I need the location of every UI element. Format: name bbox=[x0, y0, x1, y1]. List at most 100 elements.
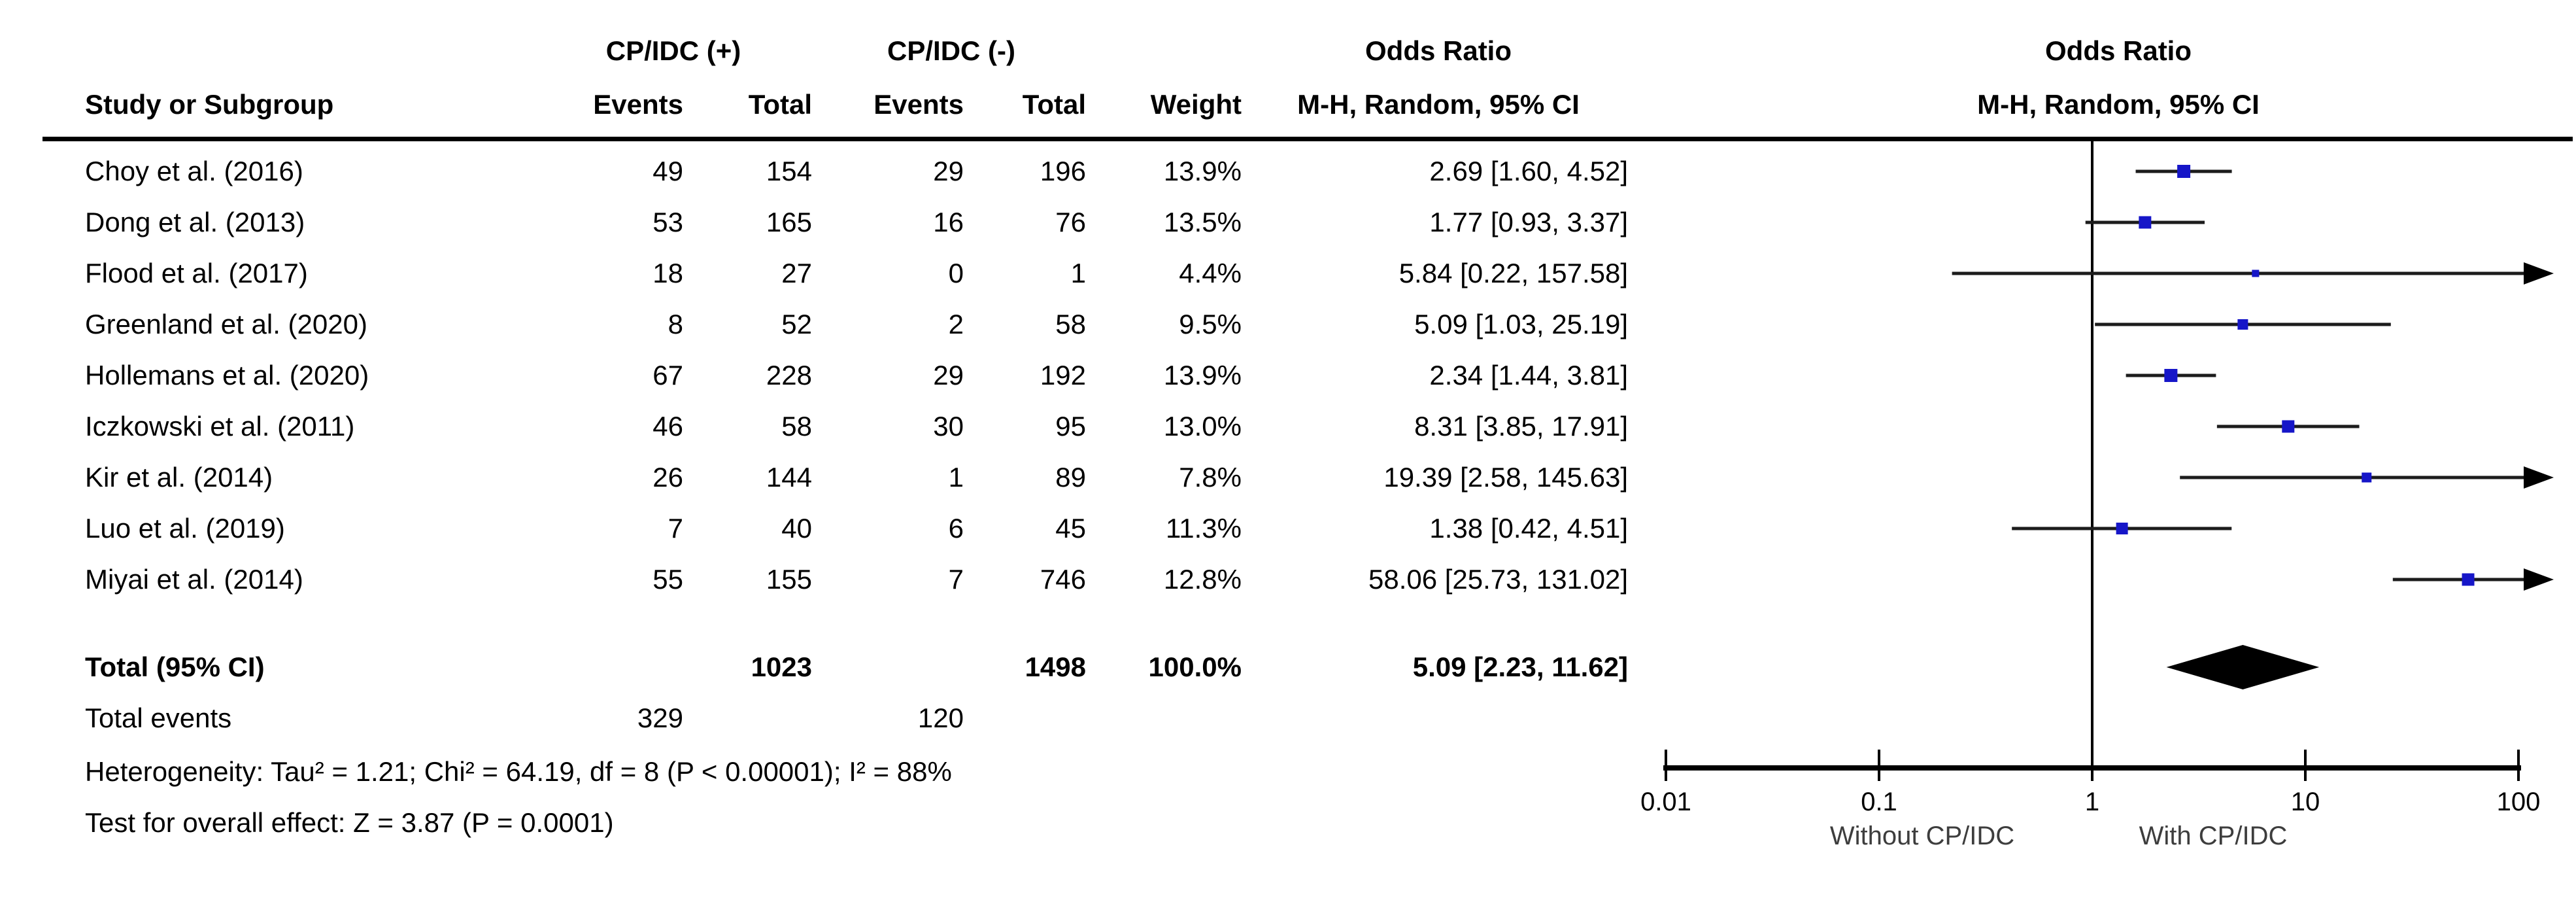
study-name: Iczkowski et al. (2011) bbox=[85, 411, 355, 442]
study-name: Hollemans et al. (2020) bbox=[85, 360, 369, 390]
effect-square bbox=[2237, 319, 2248, 330]
summary-diamond bbox=[2166, 645, 2320, 689]
events-positive: 26 bbox=[652, 462, 683, 493]
total-label: Total (95% CI) bbox=[85, 651, 265, 682]
overall-effect-text: Test for overall effect: Z = 3.87 (P = 0… bbox=[85, 807, 614, 838]
weight-value: 13.0% bbox=[1163, 411, 1242, 442]
total-positive: 155 bbox=[766, 564, 812, 595]
total-positive-sum: 1023 bbox=[751, 651, 812, 682]
weight-value: 11.3% bbox=[1166, 513, 1242, 544]
or-ci-text: 2.69 [1.60, 4.52] bbox=[1429, 156, 1628, 186]
weight-value: 13.9% bbox=[1163, 360, 1242, 390]
effect-square bbox=[2462, 573, 2475, 586]
group-positive-header: CP/IDC (+) bbox=[605, 35, 741, 66]
odds-ratio-plot-method-header: M-H, Random, 95% CI bbox=[1977, 89, 2260, 120]
total-positive: 40 bbox=[781, 513, 812, 544]
total-negative: 192 bbox=[1040, 360, 1086, 390]
or-ci-text: 58.06 [25.73, 131.02] bbox=[1368, 564, 1628, 595]
total-negative: 1 bbox=[1070, 258, 1086, 288]
or-ci-text: 8.31 [3.85, 17.91] bbox=[1414, 411, 1628, 442]
study-name: Miyai et al. (2014) bbox=[85, 564, 303, 595]
total-positive-header: Total bbox=[748, 89, 812, 120]
events-negative: 1 bbox=[948, 462, 964, 493]
effect-square bbox=[2362, 472, 2372, 483]
total-events-positive: 329 bbox=[637, 703, 683, 733]
events-positive: 8 bbox=[668, 309, 683, 339]
events-positive: 53 bbox=[652, 207, 683, 237]
study-name: Kir et al. (2014) bbox=[85, 462, 273, 493]
axis-tick-label: 100 bbox=[2496, 788, 2541, 816]
total-or-ci-text: 5.09 [2.23, 11.62] bbox=[1412, 651, 1628, 682]
effect-square bbox=[2164, 369, 2178, 382]
total-positive: 27 bbox=[781, 258, 812, 288]
study-name: Choy et al. (2016) bbox=[85, 156, 303, 186]
events-negative: 2 bbox=[948, 309, 964, 339]
study-name: Luo et al. (2019) bbox=[85, 513, 285, 544]
total-negative: 95 bbox=[1055, 411, 1086, 442]
axis-tick-label: 10 bbox=[2290, 788, 2320, 816]
axis-label-left: Without CP/IDC bbox=[1829, 822, 2015, 850]
total-negative: 196 bbox=[1040, 156, 1086, 186]
events-positive: 7 bbox=[668, 513, 683, 544]
total-negative: 746 bbox=[1040, 564, 1086, 595]
total-events-label: Total events bbox=[85, 703, 232, 733]
axis-tick-label: 0.1 bbox=[1861, 788, 1897, 816]
events-positive-header: Events bbox=[593, 89, 683, 120]
effect-square bbox=[2139, 216, 2152, 229]
or-ci-text: 19.39 [2.58, 145.63] bbox=[1383, 462, 1628, 493]
events-negative: 29 bbox=[933, 360, 964, 390]
header-rule bbox=[42, 137, 2573, 141]
total-negative-header: Total bbox=[1022, 89, 1086, 120]
heterogeneity-text: Heterogeneity: Tau² = 1.21; Chi² = 64.19… bbox=[85, 756, 952, 787]
events-positive: 49 bbox=[652, 156, 683, 186]
events-positive: 46 bbox=[652, 411, 683, 442]
study-name: Greenland et al. (2020) bbox=[85, 309, 367, 339]
weight-column-header: Weight bbox=[1150, 89, 1242, 120]
weight-value: 7.8% bbox=[1179, 462, 1242, 493]
events-negative: 0 bbox=[948, 258, 964, 288]
effect-square bbox=[2282, 420, 2295, 433]
total-negative: 58 bbox=[1055, 309, 1086, 339]
ci-arrow-right bbox=[2524, 262, 2554, 285]
events-negative-header: Events bbox=[873, 89, 964, 120]
or-ci-text: 5.09 [1.03, 25.19] bbox=[1414, 309, 1628, 339]
events-positive: 55 bbox=[652, 564, 683, 595]
total-negative-sum: 1498 bbox=[1025, 651, 1086, 682]
axis-tick-label: 0.01 bbox=[1640, 788, 1691, 816]
weight-value: 12.8% bbox=[1163, 564, 1242, 595]
ci-arrow-right bbox=[2524, 466, 2554, 489]
total-negative: 45 bbox=[1055, 513, 1086, 544]
total-events-negative: 120 bbox=[917, 703, 964, 733]
total-positive: 165 bbox=[766, 207, 812, 237]
study-column-header: Study or Subgroup bbox=[85, 89, 334, 120]
group-negative-header: CP/IDC (-) bbox=[887, 35, 1015, 66]
odds-ratio-column-header: Odds Ratio bbox=[1364, 35, 1512, 66]
axis-tick-label: 1 bbox=[2084, 788, 2100, 816]
effect-square bbox=[2116, 523, 2128, 534]
events-negative: 29 bbox=[933, 156, 964, 186]
study-name: Dong et al. (2013) bbox=[85, 207, 305, 237]
events-positive: 67 bbox=[652, 360, 683, 390]
weight-value: 13.9% bbox=[1163, 156, 1242, 186]
or-ci-text: 2.34 [1.44, 3.81] bbox=[1429, 360, 1628, 390]
events-negative: 7 bbox=[948, 564, 964, 595]
total-positive: 144 bbox=[766, 462, 812, 493]
total-negative: 89 bbox=[1055, 462, 1086, 493]
total-negative: 76 bbox=[1055, 207, 1086, 237]
weight-value: 4.4% bbox=[1179, 258, 1242, 288]
axis-label-right: With CP/IDC bbox=[2139, 822, 2288, 850]
weight-value: 13.5% bbox=[1163, 207, 1242, 237]
events-positive: 18 bbox=[652, 258, 683, 288]
events-negative: 6 bbox=[948, 513, 964, 544]
or-ci-text: 1.38 [0.42, 4.51] bbox=[1429, 513, 1628, 544]
weight-value: 9.5% bbox=[1179, 309, 1242, 339]
or-ci-text: 5.84 [0.22, 157.58] bbox=[1398, 258, 1628, 288]
or-ci-text: 1.77 [0.93, 3.37] bbox=[1429, 207, 1628, 237]
effect-square bbox=[2252, 269, 2260, 277]
ci-arrow-right bbox=[2524, 568, 2554, 591]
total-positive: 228 bbox=[766, 360, 812, 390]
effect-square bbox=[2177, 165, 2191, 178]
total-weight: 100.0% bbox=[1148, 651, 1242, 682]
total-positive: 154 bbox=[766, 156, 812, 186]
